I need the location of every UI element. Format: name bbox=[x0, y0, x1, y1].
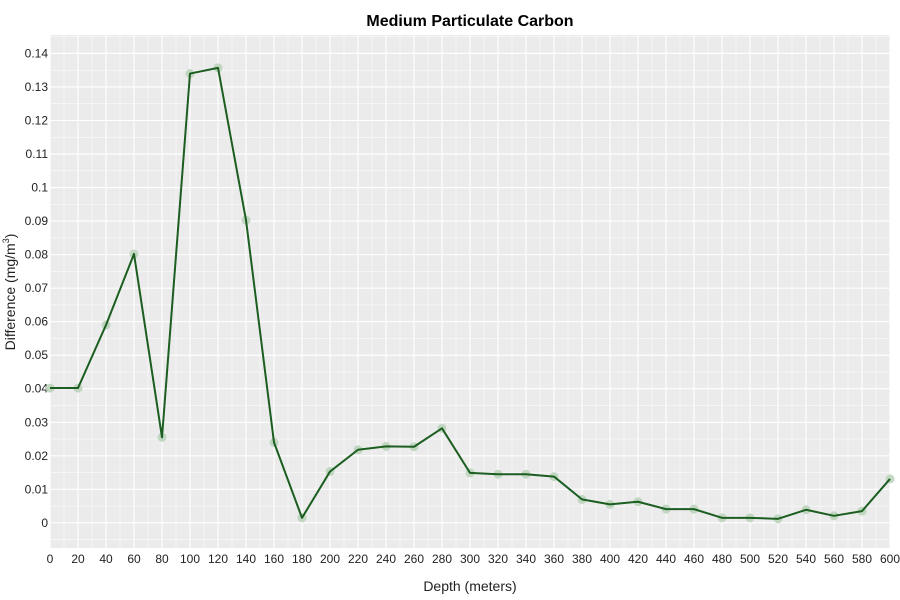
y-tick-label: 0.01 bbox=[25, 482, 49, 496]
x-tick-label: 20 bbox=[71, 552, 85, 566]
x-tick-label: 160 bbox=[264, 552, 284, 566]
y-tick-label: 0.12 bbox=[25, 114, 49, 128]
x-tick-label: 340 bbox=[516, 552, 536, 566]
x-tick-label: 140 bbox=[236, 552, 256, 566]
y-tick-label: 0.02 bbox=[25, 449, 49, 463]
y-tick-label: 0.04 bbox=[25, 382, 49, 396]
x-tick-label: 260 bbox=[404, 552, 424, 566]
y-axis-title: Difference (mg/m3) bbox=[1, 234, 18, 351]
y-axis-title-superscript: 3 bbox=[1, 238, 11, 243]
series-line bbox=[50, 66, 891, 520]
x-tick-label: 420 bbox=[628, 552, 648, 566]
y-tick-label: 0.03 bbox=[25, 415, 49, 429]
x-tick-label: 560 bbox=[824, 552, 844, 566]
chart-title: Medium Particulate Carbon bbox=[366, 13, 573, 30]
y-tick-label: 0.14 bbox=[25, 46, 49, 60]
x-tick-label: 80 bbox=[155, 552, 169, 566]
x-tick-label: 500 bbox=[740, 552, 760, 566]
x-tick-label: 40 bbox=[99, 552, 113, 566]
x-tick-label: 220 bbox=[348, 552, 368, 566]
x-tick-label: 540 bbox=[796, 552, 816, 566]
x-tick-label: 300 bbox=[460, 552, 480, 566]
y-tick-label: 0.13 bbox=[25, 80, 49, 94]
x-tick-label: 120 bbox=[208, 552, 228, 566]
grid-layer bbox=[49, 35, 891, 548]
data-line-layer bbox=[50, 66, 891, 520]
y-tick-labels: 0 0.01 0.02 0.03 0.04 0.05 0.06 0.07 0.08 0.09 0.1… bbox=[25, 46, 49, 529]
x-tick-label: 200 bbox=[320, 552, 340, 566]
y-tick-label: 0.05 bbox=[25, 348, 49, 362]
x-tick-label: 360 bbox=[544, 552, 564, 566]
x-tick-labels: 0 20 40 60 80 100 120 140 160 180 200 220 240 260 280 3… bbox=[47, 552, 900, 566]
y-tick-label: 0.09 bbox=[25, 214, 49, 228]
x-tick-label: 60 bbox=[127, 552, 141, 566]
y-tick-label: 0.07 bbox=[25, 281, 49, 295]
y-axis-title-main: Difference (mg/m bbox=[2, 243, 18, 350]
y-axis-title-tail: ) bbox=[2, 234, 18, 239]
x-tick-label: 320 bbox=[488, 552, 508, 566]
y-tick-label: 0 bbox=[41, 516, 48, 530]
y-tick-label: 0.11 bbox=[26, 147, 49, 161]
y-tick-label: 0.06 bbox=[25, 315, 49, 329]
x-axis-title: Depth (meters) bbox=[423, 578, 516, 594]
x-tick-label: 180 bbox=[292, 552, 312, 566]
x-tick-label: 400 bbox=[600, 552, 620, 566]
y-tick-label: 0.08 bbox=[25, 248, 49, 262]
x-tick-label: 240 bbox=[376, 552, 396, 566]
x-tick-label: 600 bbox=[880, 552, 900, 566]
x-tick-label: 0 bbox=[47, 552, 54, 566]
x-tick-label: 100 bbox=[180, 552, 200, 566]
y-tick-label: 0.1 bbox=[31, 181, 48, 195]
x-tick-label: 460 bbox=[684, 552, 704, 566]
x-tick-label: 480 bbox=[712, 552, 732, 566]
x-tick-label: 380 bbox=[572, 552, 592, 566]
x-tick-label: 520 bbox=[768, 552, 788, 566]
x-tick-label: 580 bbox=[852, 552, 872, 566]
x-tick-label: 440 bbox=[656, 552, 676, 566]
x-tick-label: 280 bbox=[432, 552, 452, 566]
